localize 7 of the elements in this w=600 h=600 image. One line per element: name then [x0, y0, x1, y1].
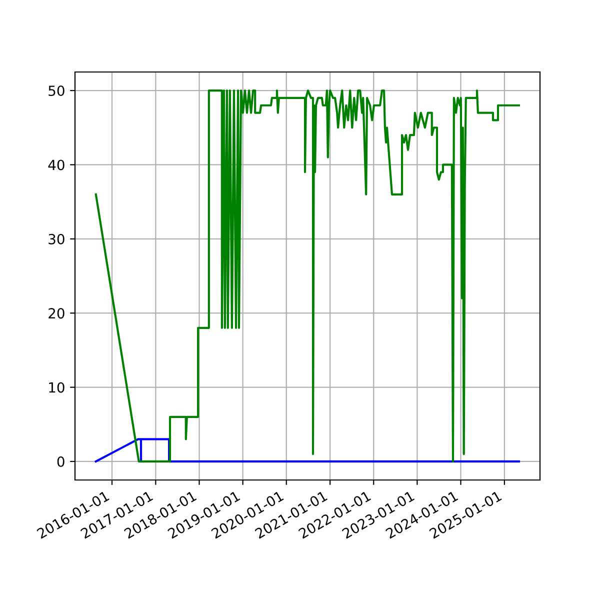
y-tick-label: 10	[49, 382, 64, 393]
y-tick-label: 20	[48, 308, 64, 319]
y-tick-label: 30	[48, 234, 64, 244]
y-tick-label: 50	[48, 86, 64, 96]
y-tick-label: 40	[48, 160, 64, 170]
y-tick-label: 0	[57, 456, 64, 467]
line-series	[94, 90, 520, 462]
